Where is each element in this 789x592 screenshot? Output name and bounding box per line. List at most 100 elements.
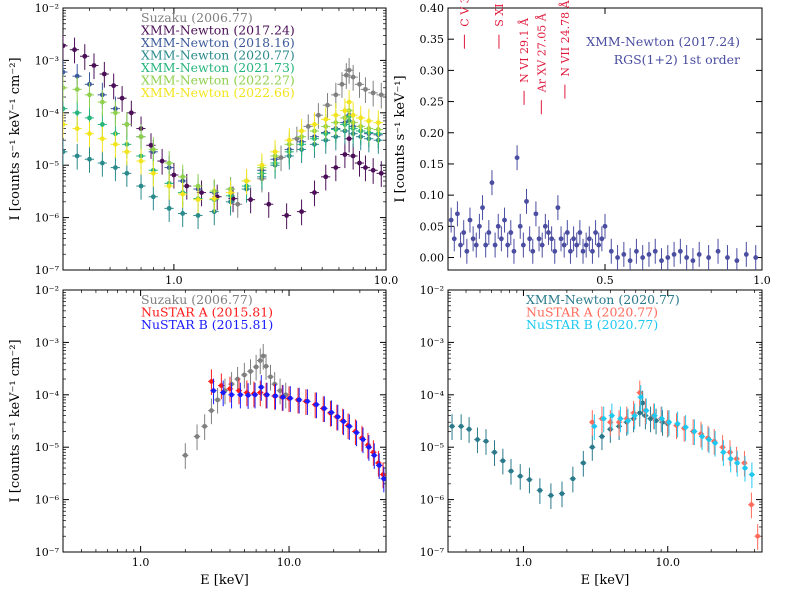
data-point	[72, 143, 82, 170]
series-nustar-b-2015-81	[210, 375, 386, 493]
data-point	[219, 380, 227, 407]
data-point	[634, 238, 639, 264]
data-point	[241, 168, 252, 195]
data-point	[536, 226, 542, 252]
data-point	[495, 213, 501, 239]
data-point	[84, 82, 94, 109]
data-point	[164, 150, 174, 177]
data-point	[164, 173, 174, 200]
x-axis-label: E [keV]	[581, 573, 630, 588]
legend-entry: XMM-Newton (2022.66)	[141, 85, 295, 100]
data-point	[321, 107, 331, 133]
data-point	[348, 143, 358, 170]
data-point	[334, 404, 341, 431]
data-point	[533, 201, 539, 227]
data-point	[753, 245, 759, 270]
data-point	[470, 226, 476, 252]
chart-panel-bottom-right: 1.0 10.0 10⁻⁷ 10⁻⁶ 10⁻⁵ 10⁻⁴ 10⁻³ 10⁻² E [keV] XM…	[420, 284, 763, 588]
data-point	[593, 220, 598, 246]
data-point	[63, 96, 68, 123]
data-point	[225, 180, 236, 207]
data-point	[80, 44, 90, 70]
data-point	[257, 153, 267, 179]
y-tick-label: 0.30	[420, 64, 445, 77]
y-tick-label: 0.15	[420, 158, 445, 171]
data-point	[577, 220, 583, 246]
data-point	[706, 245, 712, 270]
data-point	[276, 378, 284, 405]
data-point	[370, 443, 378, 469]
data-point	[193, 424, 201, 451]
data-point	[691, 419, 698, 446]
data-point	[122, 161, 132, 187]
data-point	[210, 378, 217, 405]
data-point	[589, 410, 596, 436]
y-tick-label: 10⁻³	[35, 54, 59, 67]
data-point	[514, 145, 520, 171]
data-point	[734, 248, 740, 270]
data-point	[465, 417, 473, 443]
data-point	[331, 103, 341, 129]
line-annotation-ar-xv-27-05: Ar XV 27.05 Å	[534, 12, 548, 115]
y-tick-label: 10⁻²	[35, 284, 59, 297]
legend-entry: XMM-Newton (2017.24)	[141, 23, 295, 38]
data-point	[491, 440, 498, 466]
data-point	[72, 64, 82, 90]
data-point	[63, 33, 68, 60]
data-point	[270, 139, 280, 166]
data-point	[564, 220, 570, 246]
legend-entry: NuSTAR A (2020.77)	[526, 305, 658, 320]
data-point	[615, 410, 623, 436]
x-tick-label: 0.5	[596, 274, 614, 287]
series-nustar-a-2020-77	[589, 380, 761, 550]
data-point	[328, 400, 335, 427]
series-xmm-newton-2022-66	[63, 90, 383, 214]
data-point	[309, 112, 319, 139]
line-annotation-n-vi-29-1: N VI 29.1 Å	[517, 17, 531, 105]
data-point	[110, 155, 120, 182]
y-tick-label: 10⁻⁶	[35, 212, 60, 225]
data-point	[373, 110, 383, 137]
data-point	[177, 182, 188, 208]
data-point	[69, 37, 80, 64]
data-point	[368, 158, 378, 184]
data-point	[715, 238, 721, 264]
data-point	[303, 114, 313, 141]
data-point	[658, 406, 665, 433]
data-point	[589, 435, 596, 461]
data-point	[517, 213, 523, 239]
legend-entry: NuSTAR B (2020.77)	[526, 317, 658, 332]
data-point	[117, 86, 127, 112]
data-point	[498, 226, 504, 252]
data-point	[364, 108, 374, 135]
y-tick-label: 0.00	[420, 252, 445, 265]
data-point	[309, 180, 319, 207]
legend-entry: Suzaku (2006.77)	[141, 292, 253, 307]
data-point	[608, 238, 614, 264]
x-tick-label: 10.0	[655, 556, 680, 569]
data-point	[665, 245, 671, 270]
data-point	[256, 380, 264, 407]
data-point	[467, 207, 473, 233]
data-point	[558, 481, 566, 508]
y-axis-label: I [counts s⁻¹ keV⁻¹]	[393, 75, 408, 202]
data-point	[72, 77, 82, 103]
line-annotation-c-v-35-0: C V 35.0 Å	[457, 0, 471, 49]
legend: XMM-Newton (2017.24) RGS(1+2) 1st order	[586, 34, 740, 67]
data-point	[97, 150, 107, 177]
data-point	[684, 245, 690, 270]
y-tick-label: 10⁻⁵	[420, 441, 444, 454]
data-point	[235, 378, 243, 405]
data-point	[580, 238, 586, 264]
y-tick-label: 0.10	[420, 189, 445, 202]
data-layer	[181, 343, 386, 493]
plot-frame	[62, 289, 387, 553]
data-point	[63, 139, 68, 166]
data-point	[376, 82, 386, 109]
data-point	[360, 77, 370, 103]
data-point	[148, 184, 158, 211]
legend-entry: Suzaku (2006.77)	[141, 10, 253, 25]
data-point	[348, 103, 358, 129]
data-point	[262, 354, 270, 380]
data-point	[457, 414, 465, 440]
